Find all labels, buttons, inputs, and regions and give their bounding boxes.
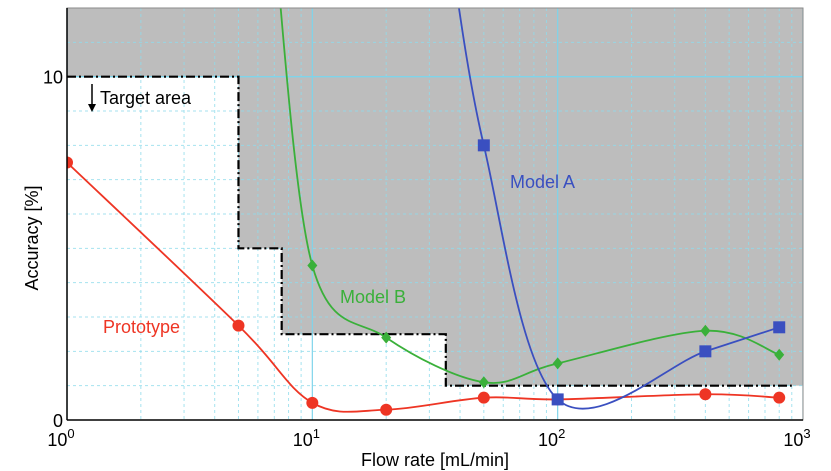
data-point-model-a xyxy=(699,345,712,358)
series-model-b xyxy=(279,8,785,389)
y-tick-label: 10 xyxy=(43,68,63,88)
x-tick-label: 103 xyxy=(783,426,810,450)
data-point-prototype xyxy=(773,391,786,404)
data-point-model-b xyxy=(552,357,563,370)
data-point-model-b xyxy=(774,348,785,361)
y-axis-title: Accuracy [%] xyxy=(22,185,42,290)
data-point-model-a xyxy=(551,393,564,406)
data-point-model-b xyxy=(700,324,711,337)
series-model-a xyxy=(458,8,786,410)
data-point-prototype xyxy=(477,391,490,404)
data-point-model-b xyxy=(381,331,392,344)
x-axis-title: Flow rate [mL/min] xyxy=(361,450,509,470)
target-area-label: Target area xyxy=(100,88,192,108)
data-point-prototype xyxy=(306,396,319,409)
data-point-model-b xyxy=(307,259,318,272)
x-tick-label: 102 xyxy=(538,426,565,450)
x-tick-label: 101 xyxy=(293,426,320,450)
y-tick-label: 0 xyxy=(53,411,63,431)
data-point-prototype xyxy=(67,156,73,169)
data-point-prototype xyxy=(699,388,712,401)
series-line-model-b xyxy=(279,8,780,384)
data-point-prototype xyxy=(380,403,393,416)
data-point-prototype xyxy=(232,319,245,332)
series-prototype xyxy=(67,156,786,416)
series-label-model-a: Model A xyxy=(510,172,575,192)
x-tick-label: 100 xyxy=(47,426,74,450)
target-area-arrow xyxy=(88,84,96,112)
data-point-model-a xyxy=(477,139,490,152)
non-target-region xyxy=(67,8,803,386)
series-label-model-b: Model B xyxy=(340,287,406,307)
target-area-boundary xyxy=(67,75,792,387)
series-label-prototype: Prototype xyxy=(103,317,180,337)
series-line-prototype xyxy=(67,161,780,413)
data-point-model-b xyxy=(478,376,489,389)
data-point-model-a xyxy=(773,321,786,334)
